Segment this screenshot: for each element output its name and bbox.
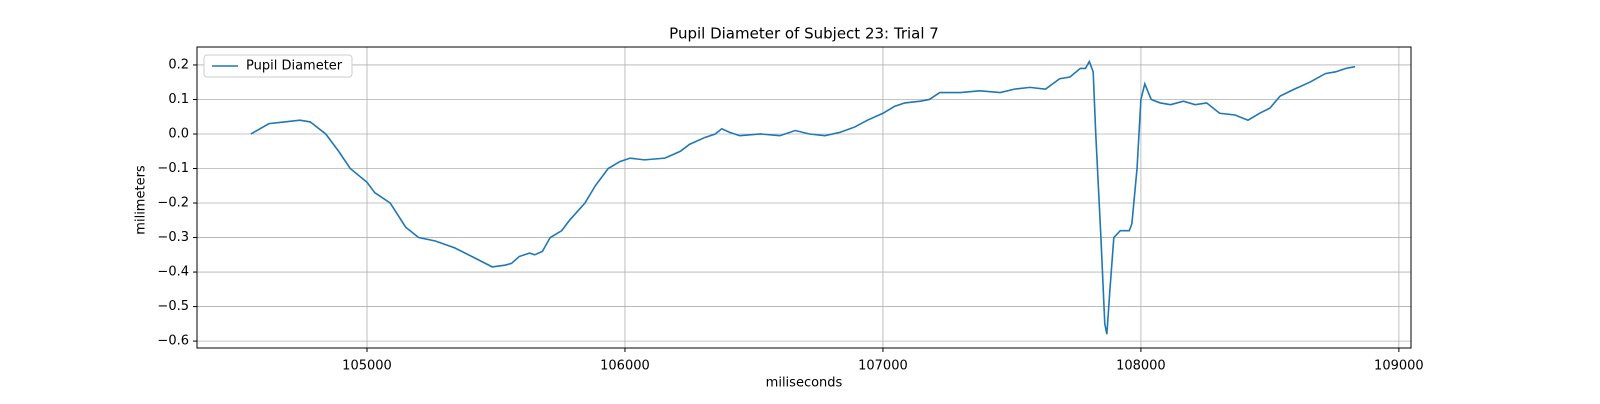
x-tick-label: 107000 [858, 359, 908, 374]
x-tick-label: 109000 [1374, 359, 1424, 374]
legend-label: Pupil Diameter [246, 59, 343, 74]
y-tick-label: 0.2 [168, 57, 189, 72]
x-tick-label: 106000 [600, 359, 650, 374]
y-tick-label: −0.1 [157, 161, 189, 176]
plot-frame [196, 46, 1412, 349]
chart-title: Pupil Diameter of Subject 23: Trial 7 [669, 25, 939, 43]
y-tick-label: −0.6 [157, 334, 189, 349]
y-tick-label: −0.5 [157, 299, 189, 314]
x-axis-label: miliseconds [766, 376, 843, 391]
y-tick-label: 0.0 [168, 126, 189, 141]
data-line [250, 59, 1356, 335]
y-tick-label: −0.2 [157, 196, 189, 211]
x-tick-label: 108000 [1116, 359, 1166, 374]
legend-box [203, 54, 353, 78]
y-tick-label: −0.4 [157, 265, 189, 280]
x-tick-label: 105000 [342, 359, 392, 374]
y-tick-label: 0.1 [168, 92, 189, 107]
y-axis-label: milimeters [134, 165, 149, 235]
y-tick-label: −0.3 [157, 230, 189, 245]
